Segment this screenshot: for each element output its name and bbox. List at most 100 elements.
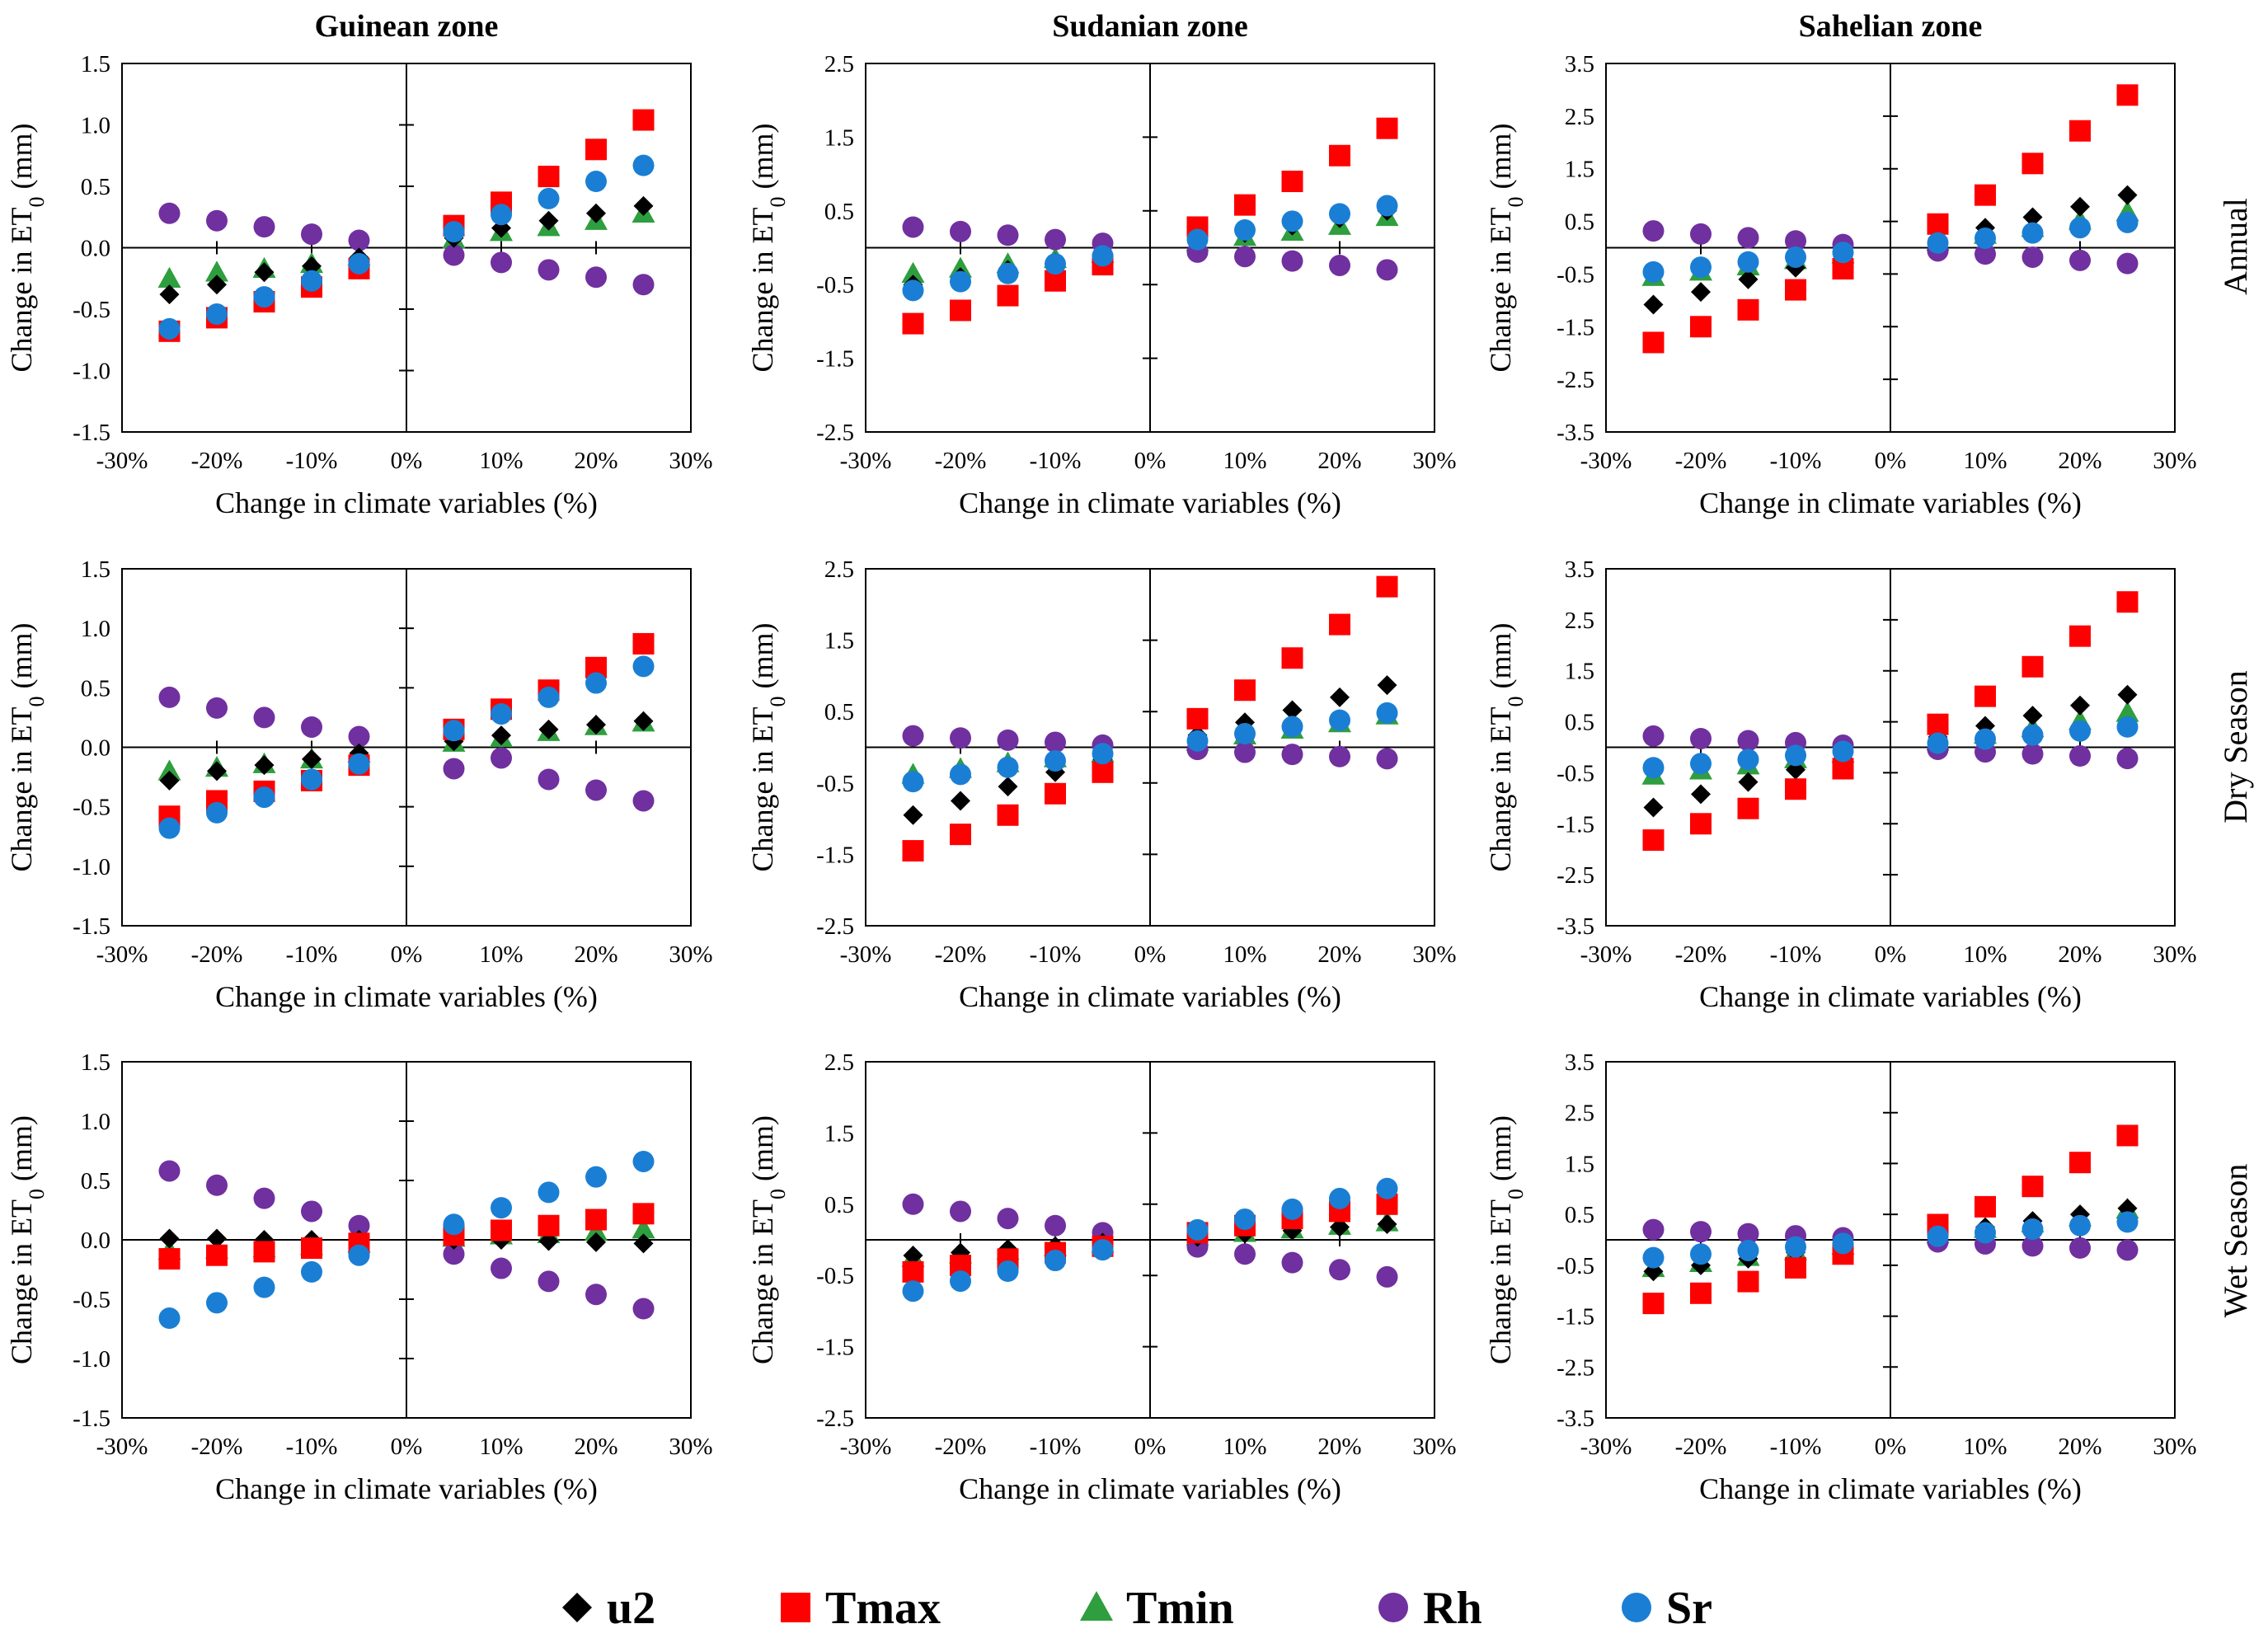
y-axis-title-part: (mm) [1484,124,1517,197]
y-axis-title: Change in ET0 (mm) [5,124,49,373]
data-point-sr [2069,720,2091,742]
data-point-tmax [2021,1176,2044,1198]
data-point-u2 [2070,196,2090,217]
chart-panel-sudanian-wet: 2.5 1.5 0.5 -0.5 -1.5 -2.5-30% -20% -10% 0% 10% 20… [746,1049,1457,1505]
x-tick-label: 30% [2153,941,2196,968]
data-point-sr [1186,730,1209,752]
y-axis-title-part: (mm) [1484,1115,1517,1189]
data-point-sr [1045,749,1066,772]
x-tick-label: 0% [1134,941,1167,968]
data-point-sr [902,279,924,302]
data-point-rh [206,1174,228,1196]
data-point-sr [301,768,322,791]
x-axis-title: Change in climate variables (%) [1699,486,2082,519]
y-tick-label: -0.5 [73,795,110,821]
data-point-u2 [538,719,559,739]
data-point-sr [1234,723,1256,745]
data-point-rh [2069,1237,2091,1259]
x-tick-label: -30% [840,448,892,474]
data-point-u2 [2070,695,2090,716]
data-point-u2 [2117,185,2138,205]
y-tick-label: -1.0 [73,1346,110,1373]
data-point-tmax [1785,778,1806,800]
data-point-rh [585,1284,607,1306]
y-axis-title: Change in ET0 (mm) [746,623,790,872]
x-tick-label: 30% [1412,448,1456,474]
data-point-tmax [1045,782,1066,805]
data-point-tmax [2116,591,2139,613]
data-point-u2 [302,256,322,276]
y-tick-label: -1.5 [1557,811,1594,838]
data-point-sr [1234,219,1256,242]
data-point-tmin [205,260,228,282]
data-point-rh [348,1214,370,1237]
x-axis-title: Change in climate variables (%) [215,1472,598,1505]
legend-marker-rh [1378,1593,1408,1622]
data-point-sr [206,1292,228,1314]
y-tick-label: -3.5 [1557,913,1594,940]
legend-marker-tmin [1080,1591,1113,1621]
data-point-u2 [951,791,970,811]
data-point-u2 [1377,675,1397,696]
data-point-rh [443,758,465,780]
data-point-rh [950,727,971,749]
data-point-tmax [2069,625,2091,647]
data-point-rh [1234,741,1256,763]
y-tick-label: -3.5 [1557,1406,1594,1432]
data-point-rh [585,266,607,289]
y-axis-title-part: (mm) [5,1115,38,1189]
data-point-sr [1832,242,1854,264]
data-point-u2 [1738,772,1759,792]
x-tick-label: 10% [1223,1434,1266,1460]
data-point-sr [1376,1177,1398,1199]
legend-label: Rh [1423,1583,1482,1634]
y-axis-title: Change in ET0 (mm) [5,623,49,872]
x-axis-title: Change in climate variables (%) [959,486,1341,519]
y-tick-label: 1.0 [81,1109,110,1135]
data-point-rh [632,790,655,812]
y-tick-label: -1.0 [73,854,110,880]
data-point-rh [2069,249,2091,271]
y-axis-title: Change in ET0 (mm) [1484,1115,1528,1364]
x-tick-label: 20% [2058,448,2101,474]
data-point-u2 [633,195,654,216]
data-point-u2 [302,749,322,769]
data-point-rh [1376,1265,1398,1288]
y-axis-title: Change in ET0 (mm) [1484,124,1528,373]
x-axis-title: Change in climate variables (%) [1699,980,2082,1013]
y-tick-label: -2.5 [816,1406,854,1432]
data-point-sr [1927,732,1949,754]
data-point-tmin [949,256,972,278]
data-point-sr [950,270,971,293]
x-tick-label: -20% [1675,448,1727,474]
data-point-u2 [254,755,275,776]
data-point-rh [348,725,370,748]
data-point-tmax [997,284,1019,307]
legend-label: u2 [607,1583,655,1634]
data-point-rh [1737,227,1759,249]
data-point-rh [1045,731,1066,753]
data-point-tmax [632,632,655,655]
data-point-tmax [1186,707,1209,730]
y-tick-label: -1.5 [1557,1304,1594,1331]
y-tick-label: -2.5 [816,913,854,940]
y-tick-label: 0.5 [81,1168,110,1194]
y-tick-label: -0.5 [816,771,854,797]
data-point-sr [1927,232,1949,254]
data-point-rh [206,209,228,232]
data-point-u2 [1691,784,1711,805]
legend-label: Tmax [825,1583,941,1634]
season-label: Dry Season [2217,670,2254,824]
data-point-sr [2021,222,2044,244]
data-point-u2 [159,1228,180,1249]
y-tick-label: 0.5 [81,174,110,200]
chart-panel-sudanian-annual: 2.5 1.5 0.5 -0.5 -1.5 -2.5-30% -20% -10% 0% 10% 20… [746,9,1457,519]
y-tick-label: -2.5 [1557,862,1594,889]
data-point-tmax [2021,153,2044,175]
y-axis-title-part: Change in ET [5,707,38,872]
x-tick-label: -10% [286,941,338,968]
data-point-rh [2021,1235,2044,1257]
data-point-sr [443,221,465,243]
x-tick-label: 0% [391,448,423,474]
y-tick-label: 1.0 [81,113,110,139]
